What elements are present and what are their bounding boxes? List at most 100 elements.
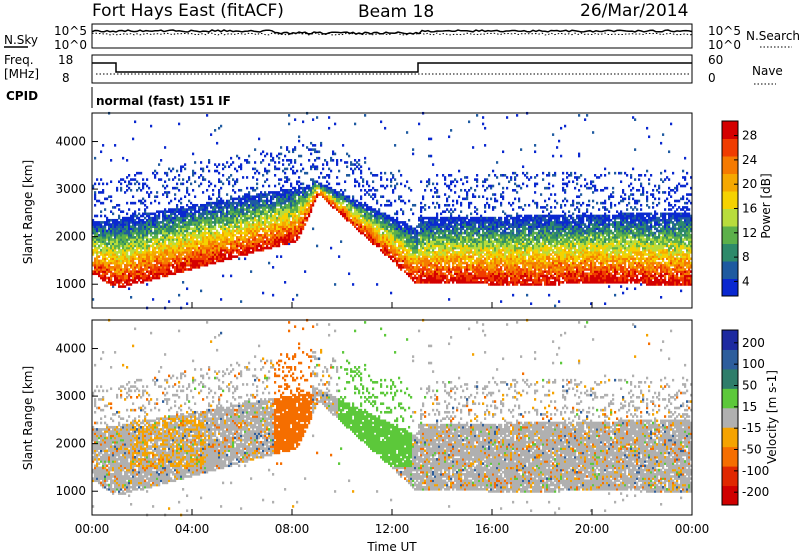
power-cell xyxy=(128,257,131,261)
power-cell xyxy=(196,257,199,261)
power-cell xyxy=(126,244,129,248)
power-cell xyxy=(146,229,149,233)
power-cell xyxy=(230,163,233,166)
power-cell xyxy=(194,240,197,243)
power-cell xyxy=(134,248,137,252)
power-cell xyxy=(458,272,461,276)
power-cell xyxy=(186,248,189,252)
power-cell xyxy=(118,263,121,267)
power-cell xyxy=(290,223,293,226)
power-cell xyxy=(264,193,267,196)
power-cell xyxy=(148,238,151,241)
power-cell xyxy=(108,221,111,224)
power-cell xyxy=(192,218,195,222)
power-cell xyxy=(294,225,297,228)
power-cell xyxy=(164,270,167,273)
power-cell xyxy=(108,246,111,250)
power-cell xyxy=(402,251,405,254)
power-cell xyxy=(432,246,435,250)
power-cell xyxy=(328,197,331,201)
power-cell xyxy=(164,242,167,246)
power-cell xyxy=(182,178,185,181)
power-cell xyxy=(388,248,391,252)
power-cell xyxy=(212,248,215,252)
power-cell xyxy=(102,233,105,237)
power-cell xyxy=(316,150,319,154)
power-cell xyxy=(170,216,173,220)
power-cell xyxy=(152,225,155,228)
power-cell xyxy=(118,270,121,273)
power-cell xyxy=(252,231,255,235)
power-cell xyxy=(300,221,303,224)
power-cell xyxy=(150,124,153,128)
power-cell xyxy=(410,188,413,192)
power-cell xyxy=(334,195,337,199)
power-cell xyxy=(358,184,361,188)
power-cell xyxy=(292,203,295,207)
power-cell xyxy=(386,248,389,252)
power-cell xyxy=(276,242,279,246)
power-cell xyxy=(270,208,273,211)
power-cell xyxy=(110,236,113,239)
power-cell xyxy=(122,242,125,246)
power-cell xyxy=(314,191,317,194)
power-cell xyxy=(118,255,121,258)
power-cell xyxy=(112,251,115,254)
power-cell xyxy=(366,182,369,186)
power-cell xyxy=(198,184,201,188)
power-cell xyxy=(198,212,201,216)
power-cell xyxy=(408,229,411,233)
power-cell xyxy=(444,193,447,196)
power-cell xyxy=(152,298,155,301)
power-cell xyxy=(178,223,181,226)
power-cell xyxy=(408,266,411,269)
power-cell xyxy=(132,212,135,216)
power-cell xyxy=(398,253,401,256)
power-cell xyxy=(238,203,241,207)
power-cell xyxy=(422,270,425,273)
power-cell xyxy=(338,201,341,205)
power-cell xyxy=(440,231,443,235)
power-cell xyxy=(404,261,407,265)
power-cell xyxy=(176,208,179,211)
power-cell xyxy=(208,236,211,239)
power-cell xyxy=(294,186,297,190)
power-cell xyxy=(386,227,389,231)
power-cell xyxy=(370,206,373,209)
power-cell xyxy=(234,214,237,218)
power-cell xyxy=(338,195,341,199)
power-cell xyxy=(434,253,437,256)
power-cell xyxy=(376,231,379,235)
power-cell xyxy=(182,246,185,250)
power-cell xyxy=(370,216,373,220)
power-cell xyxy=(426,233,429,237)
power-cell xyxy=(154,225,157,228)
power-cell xyxy=(464,272,467,276)
power-cell xyxy=(394,178,397,181)
power-cell xyxy=(270,242,273,246)
power-cell xyxy=(456,253,459,256)
power-cell xyxy=(378,233,381,237)
power-cell xyxy=(446,274,449,278)
power-cell xyxy=(376,174,379,177)
power-cell xyxy=(454,229,457,233)
power-cell xyxy=(200,161,203,164)
power-cell xyxy=(150,223,153,226)
power-cell xyxy=(256,242,259,246)
power-cell xyxy=(320,184,323,188)
power-cell xyxy=(96,178,99,181)
power-cell xyxy=(128,246,131,250)
power-cell xyxy=(452,274,455,278)
power-cell xyxy=(398,197,401,201)
power-cell xyxy=(152,244,155,248)
power-cell xyxy=(154,274,157,278)
power-cell xyxy=(456,266,459,269)
power-cell xyxy=(236,248,239,252)
power-cell xyxy=(144,210,147,213)
power-cell xyxy=(164,261,167,265)
power-cell xyxy=(146,231,149,235)
power-cell xyxy=(218,126,221,130)
power-cell xyxy=(302,193,305,196)
power-cell xyxy=(122,261,125,265)
power-cell xyxy=(184,221,187,224)
